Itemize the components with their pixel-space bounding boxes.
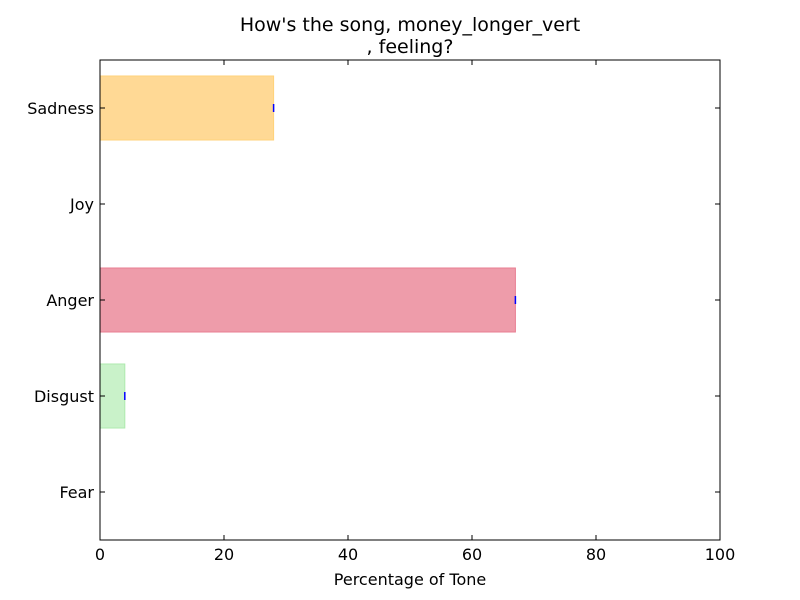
x-tick-label-40: 40	[338, 545, 358, 564]
chart-title-line2: , feeling?	[366, 36, 454, 58]
x-axis-label: Percentage of Tone	[334, 570, 486, 589]
y-tick-label-fear: Fear	[59, 483, 94, 502]
bars-group	[99, 75, 516, 429]
x-tick-label-100: 100	[705, 545, 736, 564]
bar-anger	[99, 267, 516, 333]
y-axis-ticks: Sadness Joy Anger Disgust Fear	[27, 99, 720, 502]
x-axis-ticks: 0 20 40 60 80 100	[95, 60, 735, 564]
x-tick-label-0: 0	[95, 545, 105, 564]
y-tick-label-anger: Anger	[46, 291, 94, 310]
x-tick-label-20: 20	[214, 545, 234, 564]
y-tick-label-disgust: Disgust	[34, 387, 94, 406]
error-markers-group	[124, 104, 517, 400]
x-tick-label-60: 60	[462, 545, 482, 564]
x-tick-label-80: 80	[586, 545, 606, 564]
y-tick-label-joy: Joy	[69, 195, 94, 214]
y-tick-label-sadness: Sadness	[27, 99, 94, 118]
bar-sadness	[99, 75, 275, 141]
chart-title-line1: How's the song, money_longer_vert	[239, 14, 581, 36]
